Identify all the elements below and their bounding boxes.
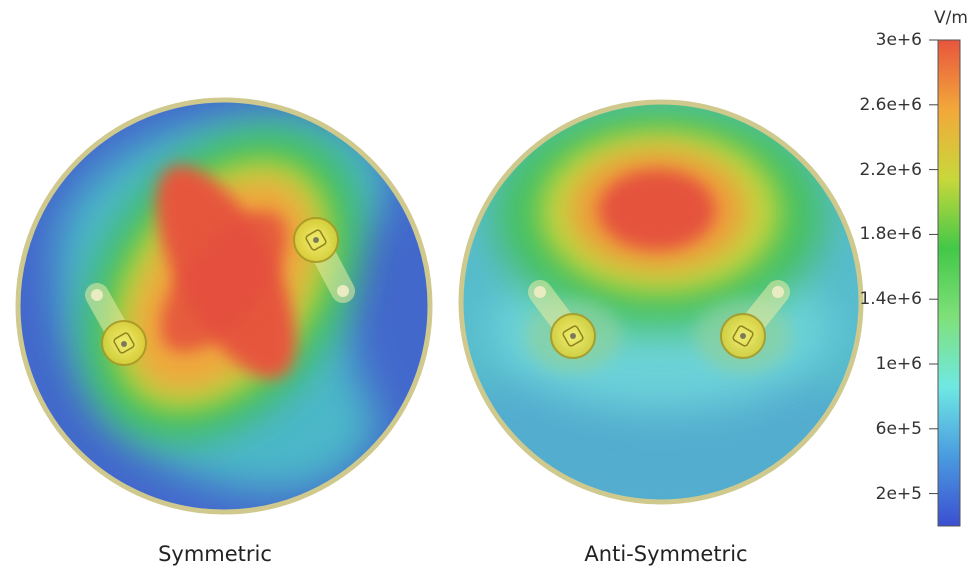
colorbar: V/m 3e+6 2.6e+6 2.2e+6 1.8e+6 1.4e+6 1e+6 6e+5… xyxy=(850,0,968,570)
colorbar-tick-label: 2.2e+6 xyxy=(859,159,922,180)
colorbar-tick-label: 1.4e+6 xyxy=(859,289,922,310)
anti-symmetric-feed-left xyxy=(528,280,596,359)
symmetric-field-plot xyxy=(15,97,433,515)
colorbar-tick-label: 6e+5 xyxy=(875,418,922,439)
anti-symmetric-rim xyxy=(458,99,864,505)
colorbar-unit: V/m xyxy=(934,8,968,28)
anti-symmetric-caption: Anti-Symmetric xyxy=(584,542,748,566)
symmetric-rim xyxy=(15,97,433,515)
symmetric-caption: Symmetric xyxy=(158,542,272,566)
colorbar-tick-label: 1e+6 xyxy=(875,354,922,374)
colorbar-tick-label: 3e+6 xyxy=(875,30,922,50)
anti-symmetric-field-plot xyxy=(458,99,864,505)
colorbar-gradient xyxy=(937,39,961,527)
symmetric-feed-left xyxy=(85,283,147,366)
colorbar-tick-label: 1.8e+6 xyxy=(859,224,922,245)
symmetric-feed-right xyxy=(293,217,355,303)
colorbar-graphic xyxy=(929,39,961,527)
colorbar-tick-label: 2e+5 xyxy=(875,483,922,504)
anti-symmetric-feed-right xyxy=(720,280,790,359)
colorbar-tick-label: 2.6e+6 xyxy=(859,94,922,115)
